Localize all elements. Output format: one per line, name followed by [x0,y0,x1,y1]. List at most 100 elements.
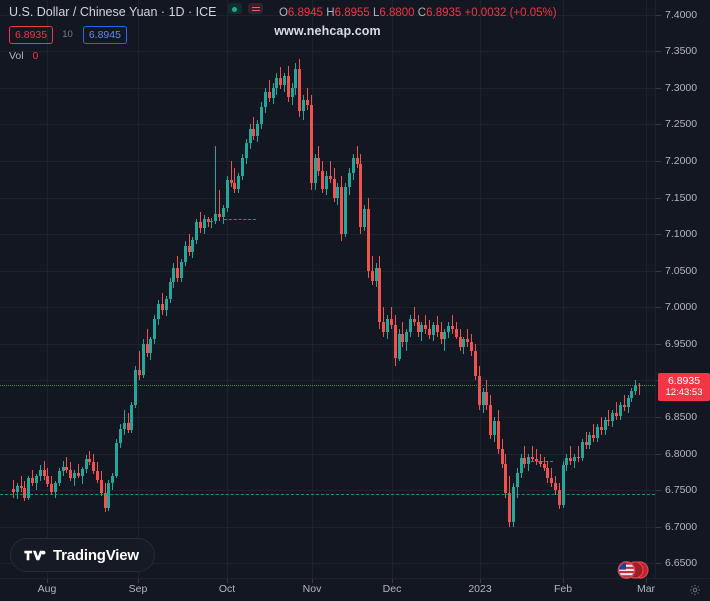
candle-body [585,441,588,445]
candle-wick [544,456,545,472]
candle-body [317,158,320,172]
candle-body [191,239,194,252]
candle-wick [524,446,525,469]
candle-body [149,339,152,353]
candle-wick [162,292,163,315]
candle-body [581,441,584,458]
candle-body [596,427,599,438]
close-value: 6.8935 [426,7,462,19]
candle-wick [452,314,453,334]
candle-body [20,485,23,488]
candle-body [210,220,213,223]
candle-body [325,175,328,189]
time-axis-tickmark [227,579,228,583]
candle-body [558,490,561,505]
candle-wick [372,256,373,286]
candle-body [65,466,68,470]
candle-body [394,324,397,359]
candle-body [218,213,221,217]
price-axis-tick: 7.3500 [656,45,710,57]
candle-body [275,77,278,88]
candle-body [169,282,172,299]
candle-wick [78,463,79,479]
candle-body [382,321,385,333]
candle-body [535,459,538,461]
candle-body [96,471,99,480]
grid-line-horizontal [0,234,655,235]
candle-body [314,158,317,183]
price-axis[interactable]: 6.8935 12:43:53 7.4000 7.3500 7.3000 7.2500… [655,0,710,578]
candle-body [35,475,38,483]
candle-body [130,405,133,431]
candle-wick [639,383,640,396]
symbol-title[interactable]: U.S. Dollar / Chinese Yuan · 1D · ICE [9,5,217,19]
candle-body [546,468,549,479]
grid-line-vertical [312,0,313,578]
tradingview-logo[interactable]: TradingView [10,538,155,572]
chart-plot-area[interactable] [0,0,655,578]
candle-wick [124,409,125,435]
candle-body [340,187,343,235]
site-watermark: www.nehcap.com [274,24,381,38]
candle-body [12,488,15,493]
candle-body [489,405,492,435]
candle-body [336,187,339,198]
grid-line-vertical [563,0,564,578]
candle-wick [601,417,602,435]
candle-body [512,487,515,523]
current-price-value: 6.8935 [667,375,701,388]
candle-body [214,213,217,221]
candle-body [627,398,630,407]
candle-body [459,336,462,347]
candle-body [27,478,30,498]
price-axis-tick: 7.2500 [656,118,710,130]
candle-wick [128,412,129,434]
candle-body [23,488,26,498]
time-axis-tick: Oct [218,583,236,595]
candle-wick [269,80,270,103]
candle-body [493,421,496,435]
candle-wick [593,424,594,442]
candle-body [470,342,473,352]
equalizer-icon[interactable] [248,3,264,14]
candle-body [554,482,557,491]
candle-body [39,469,42,476]
candle-body [104,493,107,508]
red-price-badge[interactable]: 6.8935 [9,26,54,44]
symbol-title-row: U.S. Dollar / Chinese Yuan · 1D · ICE O6… [9,3,557,21]
blue-price-badge[interactable]: 6.8945 [82,26,127,44]
candle-body [409,318,412,333]
us-flag-badge-icon[interactable] [614,561,652,579]
candle-body [588,434,591,445]
current-price-tag[interactable]: 6.8935 12:43:53 [658,373,710,402]
price-axis-tick: 7.4000 [656,9,710,21]
time-axis[interactable]: Aug Sep Oct Nov Dec 2023 Feb Mar [0,578,710,601]
price-axis-tick: 7.0500 [656,265,710,277]
tradingview-logo-text: TradingView [53,546,139,564]
time-axis-tickmark [646,579,647,583]
grid-line-horizontal [0,380,655,381]
candle-body [54,482,57,493]
candle-body [436,324,439,333]
gear-icon[interactable] [689,584,701,596]
market-open-dot-icon[interactable] [227,3,242,14]
grid-line-horizontal [0,527,655,528]
candle-body [565,458,568,466]
candle-body [252,128,255,137]
price-axis-tick: 6.7000 [656,521,710,533]
time-axis-tickmark [480,579,481,583]
price-axis-tick: 7.1000 [656,228,710,240]
candle-wick [219,190,220,221]
candle-body [260,106,263,125]
candle-body [268,92,271,99]
time-axis-tickmark [563,579,564,583]
candle-body [375,267,378,281]
candle-wick [89,450,90,466]
candle-body [413,318,416,322]
high-label: H [326,7,335,19]
candle-body [241,158,244,176]
price-axis-tick: 6.9500 [656,338,710,350]
candle-body [550,478,553,483]
candle-body [352,158,355,173]
